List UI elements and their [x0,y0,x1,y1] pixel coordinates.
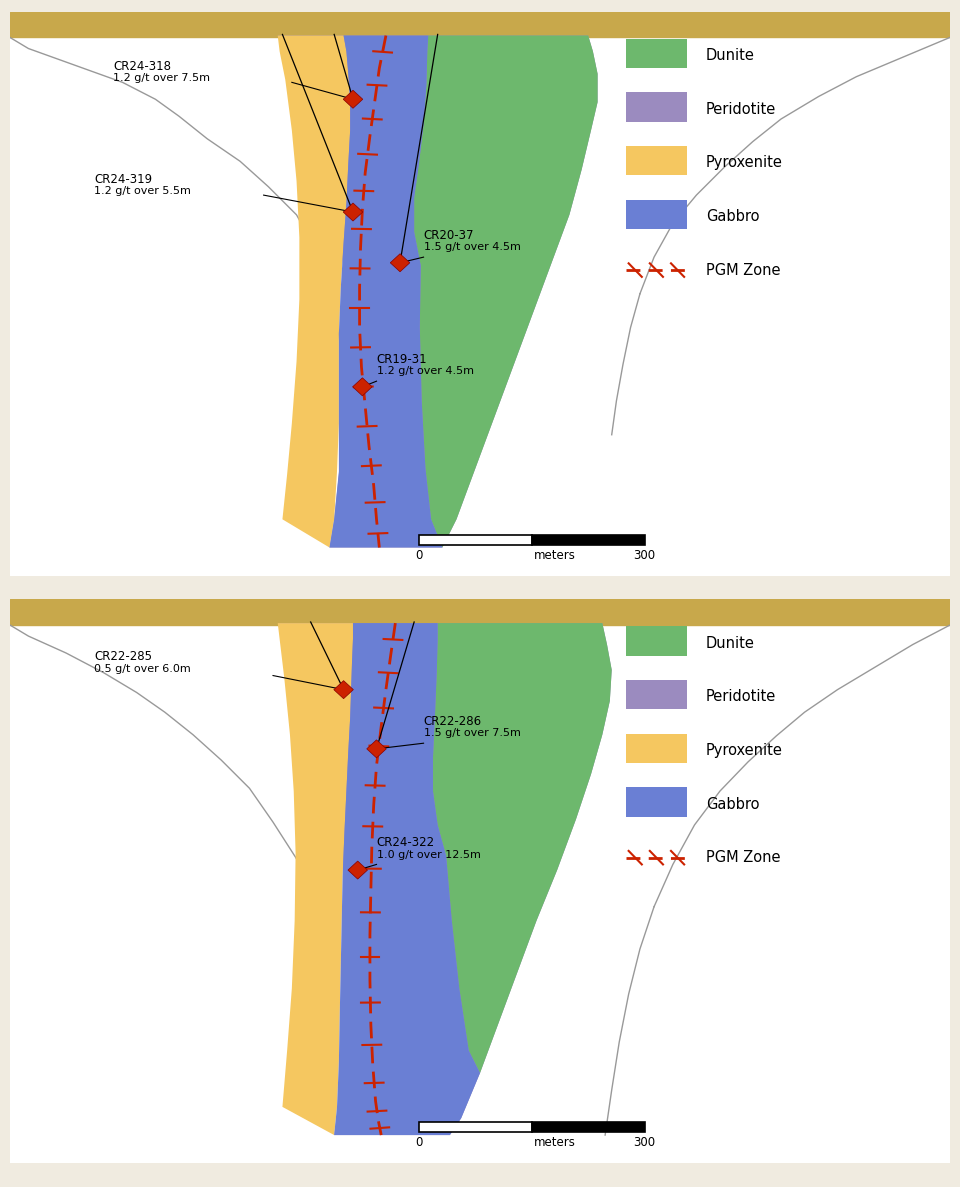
Polygon shape [334,680,353,699]
Bar [626,39,687,69]
Polygon shape [391,254,410,272]
Bar [10,599,950,624]
Text: CR24-319: CR24-319 [94,173,153,185]
Polygon shape [277,623,612,1135]
Text: 0.5 g/t over 6.0m: 0.5 g/t over 6.0m [94,664,191,673]
Text: 1.5 g/t over 4.5m: 1.5 g/t over 4.5m [423,242,520,253]
Text: 1.2 g/t over 4.5m: 1.2 g/t over 4.5m [376,367,473,376]
Polygon shape [344,203,363,221]
Bar [626,680,687,710]
Polygon shape [329,36,443,547]
Polygon shape [277,623,353,1135]
Text: CR22-285: CR22-285 [94,650,153,664]
Polygon shape [277,36,597,547]
Text: Gabbro: Gabbro [706,796,759,812]
Polygon shape [433,623,612,1073]
Text: 0: 0 [415,548,422,561]
Polygon shape [344,90,363,108]
Text: 300: 300 [634,1136,656,1149]
Polygon shape [367,740,386,757]
Text: PGM Zone: PGM Zone [706,850,780,865]
Text: CR24-322: CR24-322 [376,837,435,850]
Text: CR20-37: CR20-37 [423,229,474,242]
Bar [626,787,687,817]
Text: 300: 300 [634,548,656,561]
Text: 1.5 g/t over 7.5m: 1.5 g/t over 7.5m [423,729,520,738]
Polygon shape [352,377,372,395]
Text: Pyroxenite: Pyroxenite [706,743,782,758]
Text: meters: meters [535,548,576,561]
Polygon shape [277,36,350,547]
Text: Dunite: Dunite [706,49,755,63]
Text: 1.2 g/t over 7.5m: 1.2 g/t over 7.5m [113,74,210,83]
Text: CR24-318: CR24-318 [113,61,171,72]
Text: Pyroxenite: Pyroxenite [706,155,782,171]
Text: Gabbro: Gabbro [706,209,759,224]
Bar [532,534,644,545]
Polygon shape [348,861,368,880]
Bar [532,1122,644,1132]
Polygon shape [334,623,480,1135]
Bar [626,199,687,229]
Text: meters: meters [535,1136,576,1149]
Text: CR19-31: CR19-31 [376,354,427,366]
Text: Dunite: Dunite [706,636,755,650]
Text: Peridotite: Peridotite [706,690,776,704]
Text: 0: 0 [415,1136,422,1149]
Text: CR22-286: CR22-286 [423,716,482,728]
Bar [419,534,532,545]
Text: Peridotite: Peridotite [706,102,776,116]
Text: 1.2 g/t over 5.5m: 1.2 g/t over 5.5m [94,186,191,196]
Bar [626,93,687,122]
Bar [626,627,687,656]
Bar [626,734,687,763]
Bar [419,1122,532,1132]
Text: PGM Zone: PGM Zone [706,262,780,278]
Polygon shape [414,36,597,547]
Text: 1.0 g/t over 12.5m: 1.0 g/t over 12.5m [376,850,480,859]
Bar [626,146,687,176]
Bar [10,12,950,37]
